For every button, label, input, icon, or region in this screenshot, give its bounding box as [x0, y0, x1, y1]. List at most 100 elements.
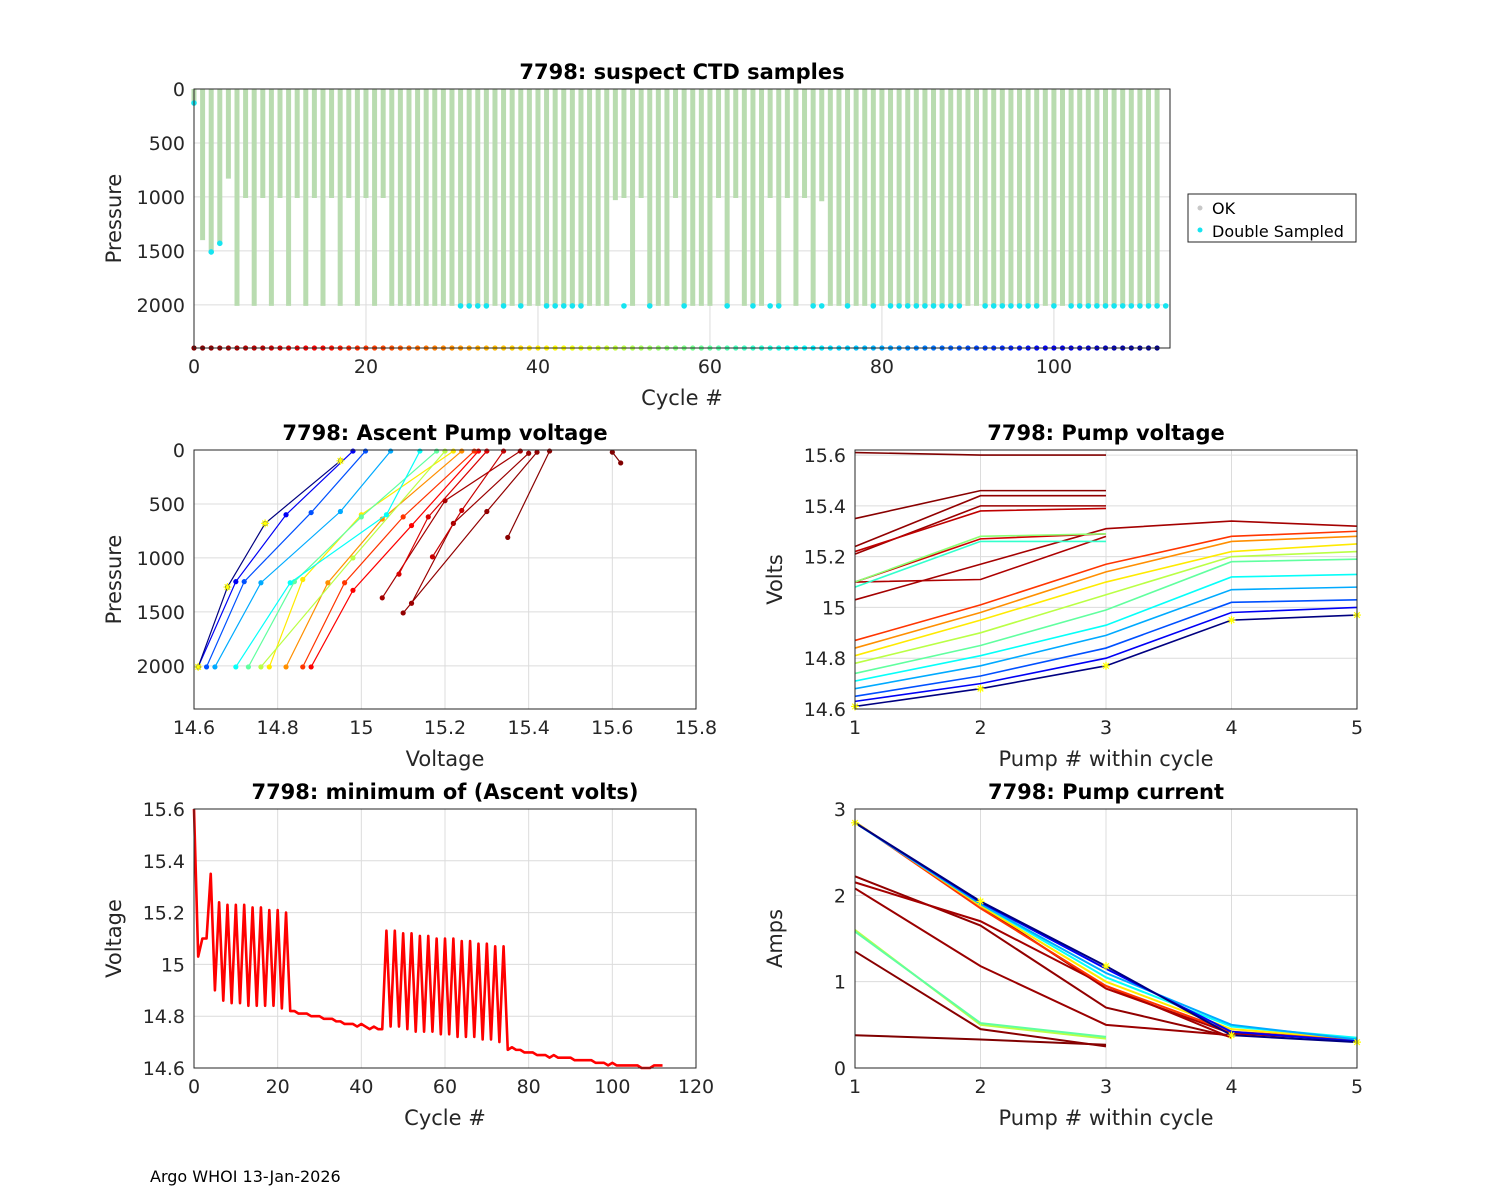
- axes-frame: [193, 449, 697, 710]
- legend-box: [1187, 193, 1357, 243]
- series-line: [854, 543, 1358, 657]
- chart-ascent-pump-voltage: 14.6 14.8 15 15.2 15.4 15.6 15.8 0 500 1000 1500 20…: [102, 421, 717, 771]
- series-point: [300, 664, 306, 670]
- x-tick-label: 60: [433, 1076, 457, 1098]
- double-sampled-point: [939, 303, 945, 309]
- double-sampled-point: [818, 303, 825, 309]
- series-point: [358, 514, 364, 520]
- double-sampled-point: [767, 303, 773, 309]
- series-point: [434, 448, 440, 454]
- chart-title: 7798: Pump current: [988, 780, 1224, 804]
- double-sampled-point: [1162, 303, 1169, 309]
- x-tick-label: 40: [526, 356, 550, 378]
- x-tick-label: 15.2: [424, 717, 466, 739]
- star-marker: [1102, 962, 1110, 971]
- star-marker: [976, 684, 985, 693]
- y-axis-label: Pressure: [102, 535, 126, 625]
- double-sampled-point: [621, 303, 627, 309]
- double-sampled-point: [810, 303, 816, 309]
- y-tick-label: 14.6: [804, 699, 846, 721]
- series-point: [325, 580, 331, 586]
- y-axis-label: Volts: [763, 554, 787, 605]
- double-sampled-point: [775, 303, 782, 309]
- y-tick-label: 0: [834, 1058, 846, 1080]
- star-marker: [261, 519, 270, 528]
- y-tick-label: 3: [834, 799, 846, 821]
- x-tick-label: 60: [698, 356, 722, 378]
- series-point: [425, 514, 431, 520]
- double-sampled-point: [646, 303, 653, 309]
- series-line: [854, 535, 1358, 649]
- series-point: [212, 664, 218, 670]
- x-tick-label: 100: [1036, 356, 1072, 378]
- x-tick-label: 15: [349, 717, 373, 739]
- series-point: [505, 534, 511, 541]
- double-sampled-point: [1119, 303, 1126, 309]
- x-axis-label: Cycle #: [404, 1106, 486, 1130]
- series-line: [854, 520, 1358, 601]
- x-axis-label: Pump # within cycle: [999, 747, 1214, 771]
- series-point: [337, 508, 344, 515]
- double-sampled-point: [1085, 303, 1092, 309]
- y-tick-label: 2000: [137, 295, 185, 317]
- star-marker: [194, 662, 203, 671]
- double-sampled-point: [844, 303, 851, 309]
- y-tick-label: 15.2: [143, 903, 185, 925]
- chart-title: 7798: suspect CTD samples: [519, 60, 844, 84]
- x-tick-label: 14.6: [173, 717, 215, 739]
- y-tick-label: 500: [149, 133, 185, 155]
- series-line: [854, 599, 1358, 698]
- x-tick-label: 4: [1225, 717, 1237, 739]
- y-tick-label: 1500: [137, 241, 185, 263]
- series-line: [854, 540, 1106, 588]
- min-volts-line: [192, 808, 663, 1070]
- data-marks: [851, 818, 1361, 1048]
- series-point: [417, 448, 423, 454]
- chart-title: 7798: Ascent Pump voltage: [282, 421, 607, 445]
- series-point: [484, 448, 490, 454]
- star-marker: [1227, 616, 1236, 625]
- star-marker: [1102, 661, 1110, 670]
- series-point: [517, 448, 523, 454]
- series-point: [203, 664, 210, 670]
- series-point: [534, 449, 540, 455]
- double-sampled-point: [681, 303, 687, 309]
- y-tick-label: 15: [161, 954, 185, 976]
- y-axis-label: Amps: [763, 909, 787, 968]
- series-point: [459, 448, 465, 454]
- series-point: [408, 522, 415, 529]
- series-line: [285, 450, 463, 668]
- double-sampled-point: [913, 303, 920, 309]
- x-tick-label: 15.4: [508, 717, 550, 739]
- y-tick-label: 15.6: [143, 799, 185, 821]
- series-point: [379, 516, 385, 522]
- series-point: [471, 448, 477, 454]
- star-marker: [976, 897, 985, 906]
- x-tick-label: 15.6: [591, 717, 633, 739]
- series-point: [618, 460, 624, 466]
- legend: OK Double Sampled: [1187, 193, 1357, 243]
- series-line: [854, 586, 1358, 690]
- double-sampled-point: [1145, 303, 1152, 309]
- series-point: [350, 555, 356, 561]
- y-tick-label: 2: [834, 885, 846, 907]
- y-tick-label: 1: [834, 972, 846, 994]
- double-sampled-point: [956, 303, 963, 309]
- x-tick-label: 14.8: [257, 717, 299, 739]
- series-line: [854, 930, 1107, 1038]
- series-line: [854, 887, 1232, 1037]
- double-sampled-point: [1111, 303, 1117, 309]
- data-marks: [192, 808, 663, 1070]
- chart-pump-voltage: 1 2 3 4 5 14.6 14.8 15 15.2 15.4 15.6 7798: Pump vo…: [763, 421, 1363, 771]
- double-sampled-point: [578, 303, 584, 309]
- data-marks: [851, 451, 1361, 711]
- y-tick-label: 15.6: [804, 445, 846, 467]
- double-sampled-point: [1128, 303, 1135, 309]
- y-tick-label: 500: [149, 494, 185, 516]
- series-point: [396, 571, 402, 577]
- legend-ok-label: OK: [1212, 199, 1236, 218]
- series-point: [233, 579, 239, 585]
- y-axis-label: Pressure: [102, 174, 126, 264]
- series-point: [350, 587, 356, 593]
